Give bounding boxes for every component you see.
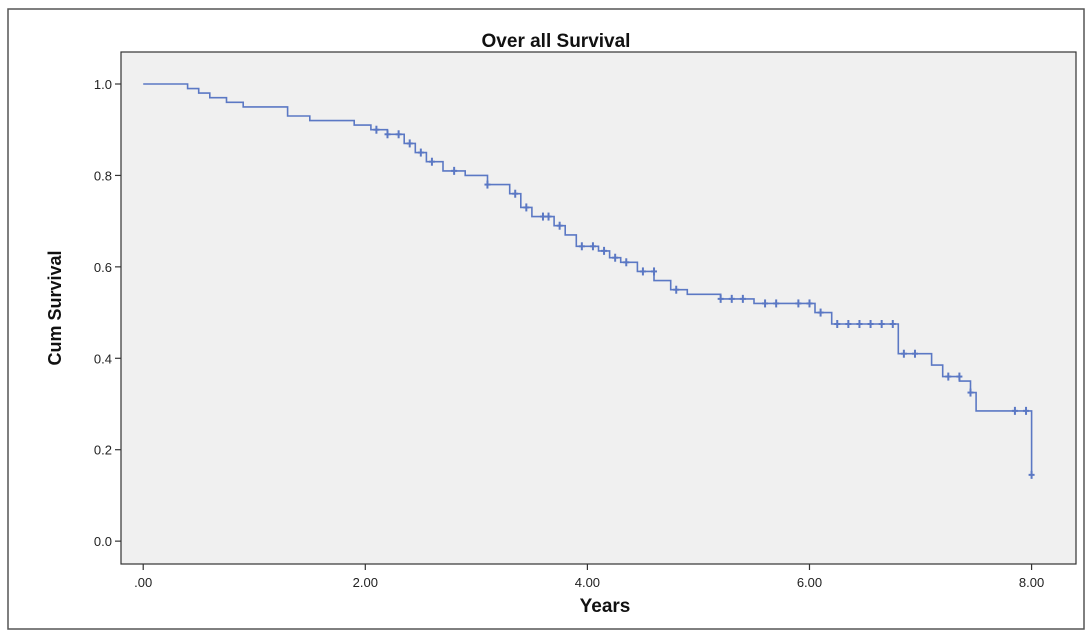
y-tick-label: 1.0 — [94, 77, 112, 92]
x-tick-label: 6.00 — [797, 575, 822, 590]
y-axis-title: Cum Survival — [45, 250, 65, 365]
x-tick-label: 8.00 — [1019, 575, 1044, 590]
censor-marker — [956, 372, 963, 381]
censor-marker — [523, 203, 530, 212]
survival-series — [143, 83, 1035, 479]
censor-marker — [417, 148, 424, 157]
censor-marker — [728, 294, 735, 303]
censor-marker — [428, 157, 435, 166]
x-tick-label: 2.00 — [353, 575, 378, 590]
censor-marker — [1011, 406, 1018, 415]
plot-area — [120, 51, 1077, 565]
censor-marker — [673, 285, 680, 294]
censor-marker — [556, 221, 563, 230]
censor-marker — [545, 212, 552, 221]
censor-marker — [589, 242, 596, 251]
censor-marker — [773, 299, 780, 308]
censor-marker — [834, 320, 841, 328]
y-tick-label: 0.2 — [94, 443, 112, 458]
censor-marker — [484, 180, 491, 189]
x-tick-label: 4.00 — [575, 575, 600, 590]
censor-marker — [612, 253, 619, 262]
x-axis-title: Years — [580, 596, 631, 617]
y-tick-label: 0.6 — [94, 260, 112, 275]
y-tick-label: 0.0 — [94, 534, 112, 549]
censor-marker — [373, 125, 380, 134]
censor-marker — [512, 189, 519, 198]
censor-marker — [651, 267, 658, 276]
censor-marker — [911, 349, 918, 358]
censor-marker — [384, 130, 391, 139]
censor-marker — [967, 388, 974, 397]
censor-marker — [1023, 406, 1030, 415]
censor-marker — [900, 349, 907, 358]
chart-title: Over all Survival — [482, 31, 631, 52]
censor-marker — [856, 320, 863, 328]
censor-marker — [795, 299, 802, 308]
censor-marker — [639, 267, 646, 276]
censor-marker — [717, 294, 724, 303]
censor-marker — [539, 212, 546, 221]
survival-step-line — [143, 83, 1033, 475]
censor-marker — [878, 320, 885, 328]
censor-marker — [1028, 470, 1035, 479]
censor-marker — [601, 246, 608, 255]
axis-ticks: .00 2.00 4.00 6.00 8.00 0.0 0.2 0.4 0.6 0.8 1.0 — [94, 77, 1044, 590]
censor-marker — [395, 130, 402, 139]
censor-marker — [451, 166, 458, 175]
censor-marker — [623, 258, 630, 267]
y-tick-label: 0.8 — [94, 168, 112, 183]
censor-marker — [762, 299, 769, 308]
censor-marker — [845, 320, 852, 328]
censor-marker — [867, 320, 874, 328]
censor-marker — [817, 308, 824, 317]
censor-marker — [578, 242, 585, 251]
y-tick-label: 0.4 — [94, 351, 112, 366]
censor-marker — [945, 372, 952, 381]
censor-marker — [739, 294, 746, 303]
x-tick-label: .00 — [134, 575, 152, 590]
censor-marker — [889, 320, 896, 328]
censor-marker — [406, 139, 413, 148]
censor-marker — [806, 299, 813, 308]
